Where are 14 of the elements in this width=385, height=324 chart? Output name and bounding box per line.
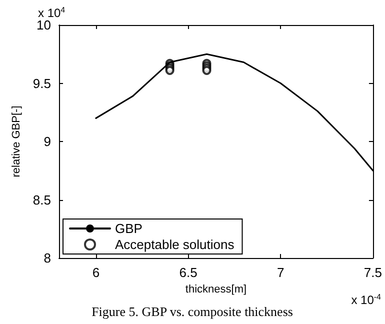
x-tick-label: 6 (92, 265, 100, 280)
y-tick-label: 8 (44, 250, 51, 266)
legend-label: GBP (115, 221, 142, 236)
y-tick-label: 9.5 (32, 76, 51, 91)
x-tick-label: 6.5 (179, 265, 198, 280)
caption: Figure 5. GBP vs. composite thickness (92, 304, 293, 319)
y-tick-label: 8.5 (32, 192, 51, 208)
x-tick-label: 7.5 (364, 265, 382, 280)
x-axis-title: thickness[m] (185, 283, 247, 296)
legend-label: Acceptable solutions (115, 237, 235, 252)
y-tick-label: 10 (36, 18, 51, 32)
y-tick-label: 9 (44, 134, 51, 149)
y-axis-title: relative GBP[-] (10, 106, 23, 178)
x-tick-label: 7 (277, 265, 284, 280)
